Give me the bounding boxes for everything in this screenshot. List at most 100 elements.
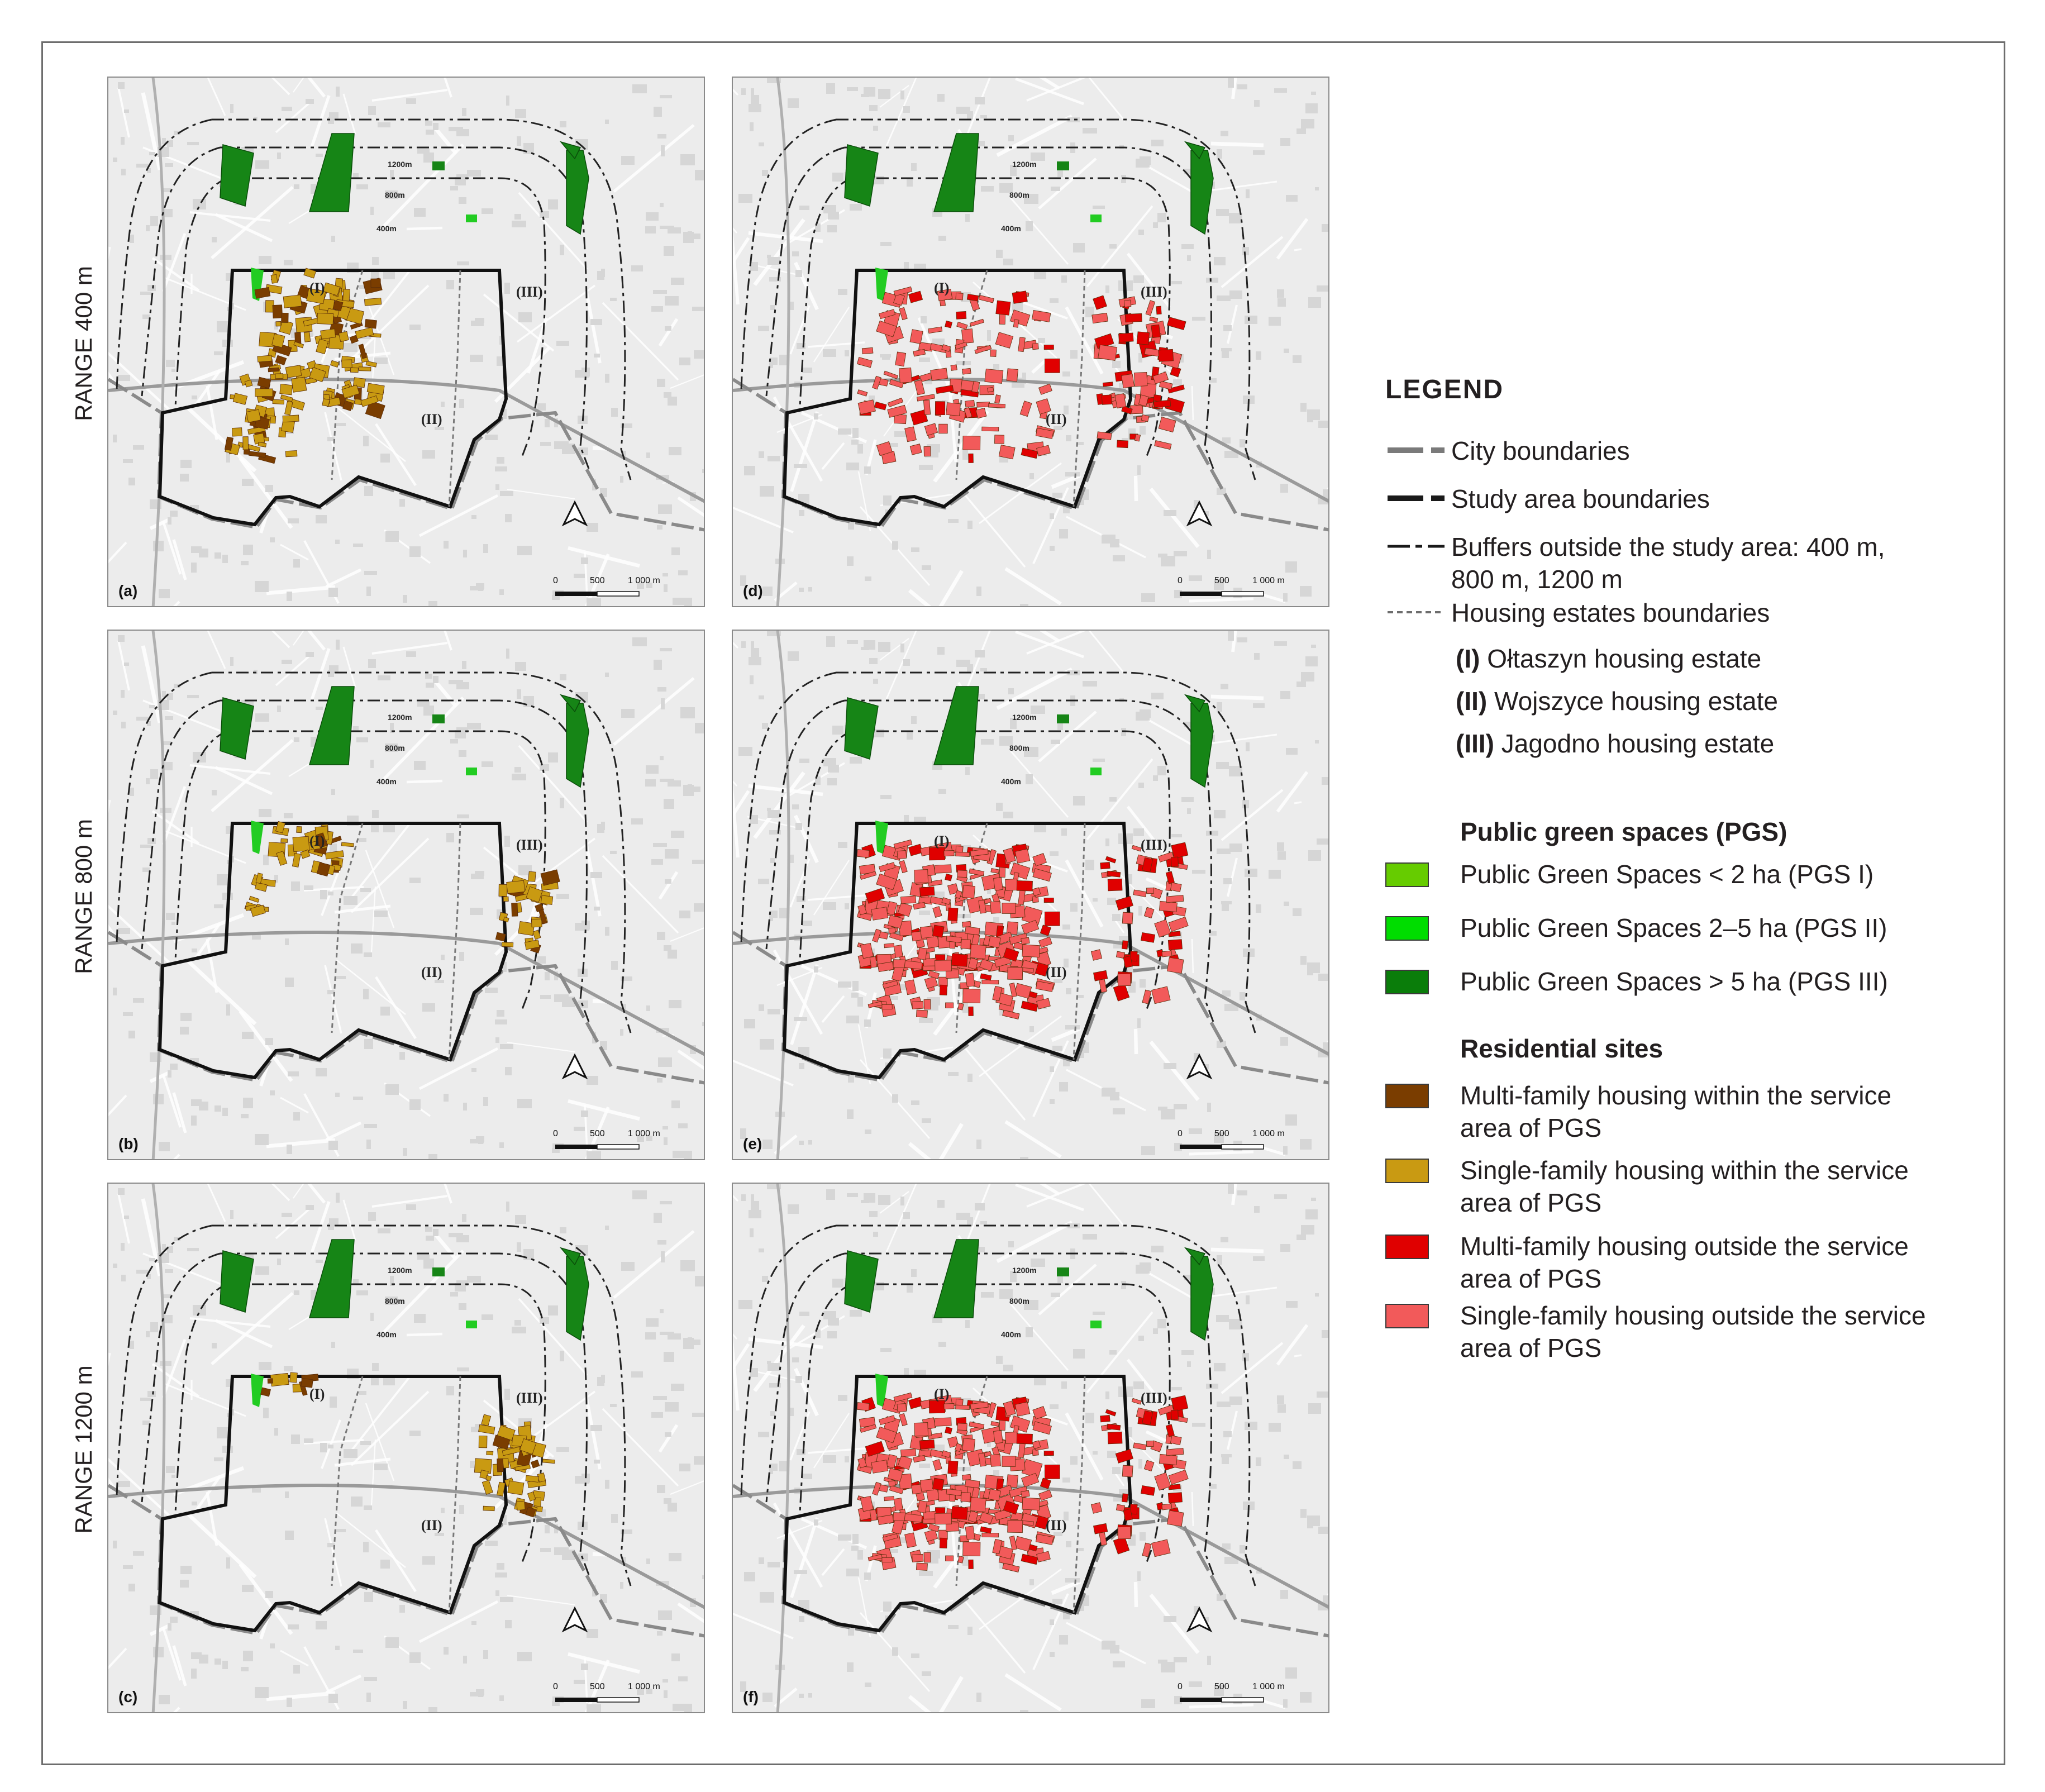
housing (260, 1372, 555, 1518)
study-boundary-symbol (1388, 495, 1445, 501)
panel-label: (e) (743, 1135, 762, 1152)
estate-label: (I) (934, 1386, 949, 1402)
estate-label: (I) (309, 833, 325, 849)
scale-label: 0 (553, 576, 558, 585)
scale-label: 500 (590, 576, 605, 585)
buffer-label: 1200m (388, 713, 412, 722)
scale-label: 1 000 m (628, 576, 660, 585)
legend-pgs-heading: Public green spaces (PGS) (1460, 817, 1787, 846)
green-spaces (220, 686, 589, 854)
legend-multi-within-line2: area of PGS (1460, 1113, 1602, 1142)
panel-label: (c) (118, 1688, 137, 1705)
buffer-label: 400m (1001, 1330, 1021, 1339)
legend-single-within-line2: area of PGS (1460, 1188, 1602, 1217)
housing-estate-boundary-symbol (1388, 611, 1445, 613)
legend-study-boundaries: Study area boundaries (1451, 484, 1710, 513)
green-spaces (844, 1239, 1214, 1407)
estate-label: (I) (309, 280, 325, 296)
estate-label: (III) (516, 1390, 543, 1406)
scale-label: 0 (1178, 1682, 1183, 1691)
buffer-symbol (1388, 545, 1445, 548)
estate-label: (III) (516, 284, 543, 300)
legend-housing-estates: Housing estates boundaries (1451, 598, 1770, 627)
map-panel-f: 1200m 800m 400m (I) (II) (III) 0 500 1 000 m (f) (732, 1183, 1329, 1713)
scale-label: 1 000 m (628, 1129, 660, 1138)
buffer-label: 1200m (1012, 1266, 1037, 1275)
estate-label: (II) (1046, 964, 1067, 980)
legend-multi-outside: Multi-family housing outside the service (1460, 1232, 1909, 1261)
buffer-label: 800m (1009, 190, 1029, 199)
housing (224, 268, 385, 464)
housing (856, 839, 1189, 1019)
map-svg: 1200m 800m 400m (I) (II) (III) 0 500 1 000 m (a) (108, 78, 704, 606)
map-svg: 1200m 800m 400m (I) (II) (III) 0 500 1 000 m (d) (733, 78, 1328, 606)
panel-label: (d) (743, 582, 763, 599)
legend-pgs-3: Public Green Spaces > 5 ha (PGS III) (1460, 967, 1888, 996)
estate-label: (I) (309, 1386, 325, 1402)
swatch-single-within (1385, 1159, 1429, 1183)
estate-label: (II) (421, 411, 442, 427)
legend-multi-outside-line2: area of PGS (1460, 1264, 1602, 1293)
swatch-single-outside (1385, 1304, 1429, 1328)
road-network (108, 1184, 704, 1712)
buffer-label: 800m (385, 744, 405, 752)
scale-label: 1 000 m (628, 1682, 660, 1691)
buffer-label: 800m (385, 1297, 405, 1305)
legend-estate-3: (III) Jagodno housing estate (1456, 729, 1775, 758)
green-spaces (844, 686, 1214, 854)
legend-city-boundaries: City boundaries (1451, 436, 1630, 465)
map-svg: 1200m 800m 400m (I) (II) (III) 0 500 1 000 m (f) (733, 1184, 1328, 1712)
scale-label: 0 (553, 1682, 558, 1691)
buffer-label: 400m (1001, 224, 1021, 233)
swatch-multi-within (1385, 1084, 1429, 1108)
estate-label: (II) (421, 1517, 442, 1533)
map-panel-c: 1200m 800m 400m (I) (II) (III) 0 500 1 000 m (c) (107, 1183, 705, 1713)
buffer-label: 800m (385, 190, 405, 199)
housing (244, 821, 560, 954)
map-svg: 1200m 800m 400m (I) (II) (III) 0 500 1 000 m (c) (108, 1184, 704, 1712)
scale-label: 500 (1214, 1682, 1229, 1691)
buffer-label: 1200m (1012, 713, 1037, 722)
legend-estate-1: (I) Ołtaszyn housing estate (1456, 644, 1762, 673)
map-panel-d: 1200m 800m 400m (I) (II) (III) 0 500 1 000 m (d) (732, 77, 1329, 607)
legend-pgs-2: Public Green Spaces 2–5 ha (PGS II) (1460, 913, 1887, 942)
estate-label: (III) (1141, 284, 1167, 300)
legend-multi-within: Multi-family housing within the service (1460, 1081, 1892, 1110)
map-panel-a: 1200m 800m 400m (I) (II) (III) 0 500 1 000 m (a) (107, 77, 705, 607)
buffer-label: 400m (376, 777, 397, 786)
buffer-label: 1200m (1012, 160, 1037, 169)
scale-label: 500 (1214, 576, 1229, 585)
estate-label: (III) (516, 837, 543, 853)
scale-label: 1 000 m (1252, 1129, 1285, 1138)
map-panel-e: 1200m 800m 400m (I) (II) (III) 0 500 1 000 m (e) (732, 630, 1329, 1160)
panel-label: (b) (118, 1135, 139, 1152)
housing (856, 286, 1186, 464)
estate-label: (II) (1046, 1517, 1067, 1533)
estate-label: (II) (1046, 411, 1067, 427)
green-spaces (220, 133, 589, 301)
scale-label: 500 (590, 1682, 605, 1691)
map-svg: 1200m 800m 400m (I) (II) (III) 0 500 1 000 m (e) (733, 631, 1328, 1159)
legend-single-outside-line2: area of PGS (1460, 1333, 1602, 1362)
estate-label: (I) (934, 833, 949, 849)
scale-label: 0 (1178, 576, 1183, 585)
figure-frame (41, 41, 2005, 1765)
buffer-label: 400m (376, 224, 397, 233)
buffer-label: 800m (1009, 744, 1029, 752)
scale-label: 500 (590, 1129, 605, 1138)
legend-residential-heading: Residential sites (1460, 1034, 1663, 1063)
legend-pgs-1: Public Green Spaces < 2 ha (PGS I) (1460, 860, 1874, 889)
legend-buffers-line2: 800 m, 1200 m (1451, 565, 1623, 594)
legend-single-within: Single-family housing within the service (1460, 1156, 1909, 1185)
estate-label: (II) (421, 964, 442, 980)
legend-single-outside: Single-family housing outside the servic… (1460, 1301, 1926, 1330)
buffer-label: 400m (376, 1330, 397, 1339)
buffer-label: 1200m (388, 1266, 412, 1275)
map-svg: 1200m 800m 400m (I) (II) (III) 0 500 1 000 m (b) (108, 631, 704, 1159)
panel-label: (a) (118, 582, 137, 599)
buffer-label: 400m (1001, 777, 1021, 786)
estate-label: (III) (1141, 837, 1167, 853)
road-network (108, 631, 704, 1159)
scale-label: 0 (553, 1129, 558, 1138)
scale-label: 1 000 m (1252, 1682, 1285, 1691)
